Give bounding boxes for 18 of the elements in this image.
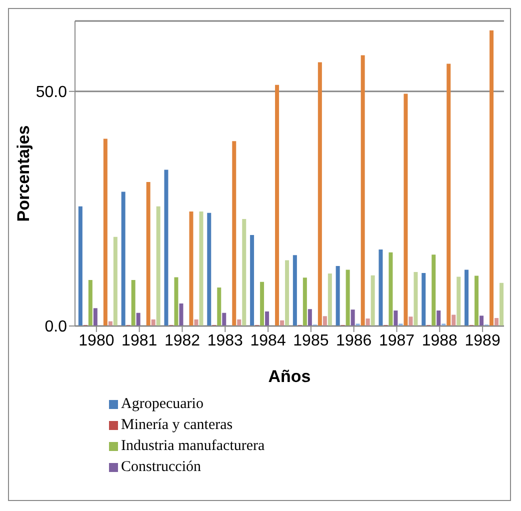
- legend-label: Construcción: [121, 458, 201, 477]
- x-tick-label: 1985: [293, 332, 329, 350]
- x-tick-label: 1983: [207, 332, 244, 350]
- x-tick-label: 1987: [378, 332, 415, 350]
- x-tick-label: 1982: [164, 332, 200, 350]
- x-axis-title: Años: [268, 367, 311, 386]
- x-tick-label: 1989: [464, 332, 500, 350]
- y-tick-label: 50.0: [36, 84, 68, 102]
- x-tick-label: 1986: [336, 332, 372, 350]
- x-tick-label: 1984: [250, 332, 286, 350]
- x-tick-label: 1981: [122, 332, 158, 350]
- x-tick-label: 1988: [422, 332, 458, 350]
- x-tick-label: 1980: [78, 332, 114, 350]
- legend-label: Minería y canteras: [121, 416, 233, 435]
- y-axis-title: Porcentajes: [14, 125, 34, 222]
- legend-label: Industria manufacturera: [121, 437, 265, 456]
- y-tick-label: 0.0: [44, 318, 68, 336]
- legend-label: Agropecuario: [121, 395, 204, 414]
